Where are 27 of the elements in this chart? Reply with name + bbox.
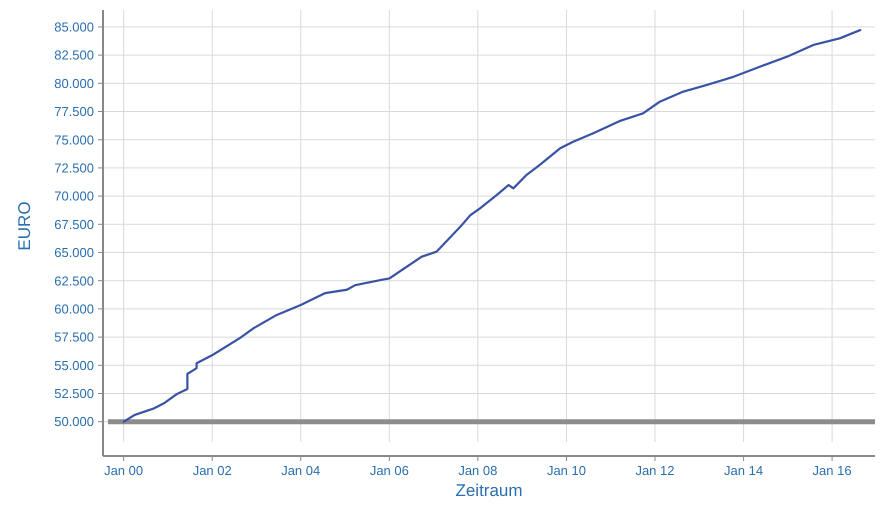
y-tick-label: 80.000 (54, 76, 94, 91)
x-tick-label: Jan 06 (370, 463, 409, 478)
y-tick-label: 67.500 (54, 216, 94, 232)
y-axis-title: EURO (15, 201, 34, 251)
y-tick-label: 60.000 (54, 301, 94, 316)
y-tick-label: 50.000 (54, 414, 94, 430)
y-tick-label: 75.000 (54, 132, 94, 148)
x-tick-label: Jan 04 (281, 463, 320, 478)
x-axis-title: Zeitraum (455, 481, 523, 500)
x-tick-label: Jan 12 (635, 463, 674, 478)
x-tick-label: Jan 02 (192, 463, 232, 478)
y-tick-label: 52.500 (54, 386, 94, 402)
y-tick-label: 62.500 (54, 273, 94, 288)
x-tick-label: Jan 10 (546, 463, 586, 478)
y-tick-label: 57.500 (54, 330, 94, 345)
y-tick-label: 77.500 (54, 104, 94, 120)
line-series (122, 28, 862, 423)
x-tick-label: Jan 00 (104, 463, 144, 478)
y-tick-label: 72.500 (54, 160, 94, 176)
y-tick-label: 85.000 (54, 19, 94, 34)
y-tick-label: 55.000 (54, 358, 94, 373)
y-tick-label: 70.000 (54, 188, 94, 204)
x-tick-label: Jan 08 (458, 463, 498, 478)
y-tick-label: 65.000 (54, 245, 94, 260)
x-tick-label: Jan 16 (812, 463, 852, 478)
x-tick-label: Jan 14 (724, 463, 764, 478)
y-tick-label: 82.500 (54, 48, 94, 63)
